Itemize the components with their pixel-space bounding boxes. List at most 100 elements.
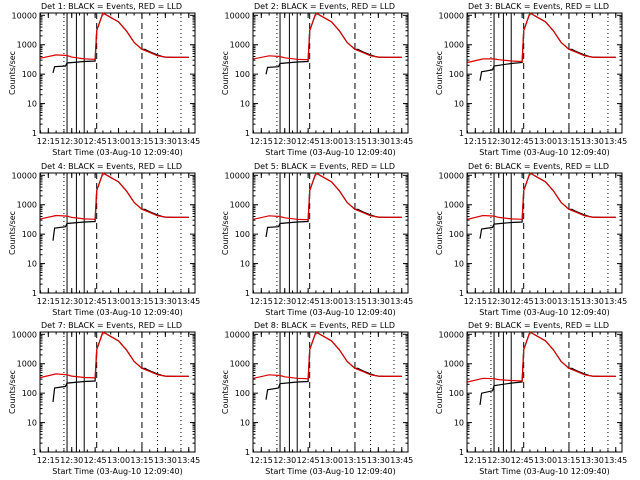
- x-axis-label: Start Time (03-Aug-10 12:09:40): [52, 308, 183, 317]
- panel-det-4: Det 4: BLACK = Events, RED = LLD 1 10 100 10…: [8, 162, 200, 317]
- y-tick-label: 100: [22, 70, 37, 79]
- plot-frame: [466, 172, 623, 294]
- x-tick-label: 13:00: [107, 297, 130, 306]
- y-tick-label: 10: [454, 260, 464, 269]
- panel-det-8: Det 8: BLACK = Events, RED = LLD 1 10 100 10…: [221, 321, 413, 476]
- y-tick-label: 100: [449, 230, 464, 239]
- x-tick-label: 13:00: [534, 137, 557, 146]
- panel-title: Det 5: BLACK = Events, RED = LLD: [254, 162, 395, 171]
- series-line-lld: [40, 331, 189, 379]
- x-tick-label: 13:30: [367, 297, 390, 306]
- x-tick-label: 12:45: [297, 297, 320, 306]
- y-tick-label: 10: [240, 100, 250, 109]
- plot-frame: [466, 331, 623, 453]
- y-axis-label: Counts/sec: [435, 51, 444, 95]
- x-tick-label: 12:30: [60, 297, 83, 306]
- series-line-events: [265, 172, 402, 238]
- x-tick-label: 12:15: [37, 137, 60, 146]
- y-tick-label: 1: [459, 129, 464, 138]
- y-axis-label: Counts/sec: [221, 370, 230, 414]
- y-tick-label: 1000: [444, 360, 464, 369]
- x-tick-label: 12:45: [84, 456, 107, 465]
- y-tick-label: 10: [454, 100, 464, 109]
- y-axis-label: Counts/sec: [435, 370, 444, 414]
- x-tick-label: 13:00: [534, 456, 557, 465]
- y-tick-label: 100: [235, 70, 250, 79]
- y-tick-label: 10: [27, 100, 37, 109]
- series-line-events: [52, 12, 189, 74]
- x-tick-label: 13:00: [534, 297, 557, 306]
- y-tick-label: 1: [459, 289, 464, 298]
- plot-frame: [252, 12, 409, 134]
- x-tick-label: 13:00: [320, 456, 343, 465]
- y-tick-label: 10000: [439, 330, 464, 339]
- y-tick-label: 1000: [444, 41, 464, 50]
- x-tick-label: 12:45: [297, 137, 320, 146]
- y-tick-label: 100: [235, 230, 250, 239]
- series-line-lld: [253, 12, 402, 61]
- x-tick-label: 12:45: [511, 297, 534, 306]
- y-axis-label: Counts/sec: [8, 51, 17, 95]
- panel-det-5: Det 5: BLACK = Events, RED = LLD 1 10 100 10…: [221, 162, 413, 317]
- x-tick-label: 12:45: [511, 456, 534, 465]
- y-tick-label: 10: [27, 419, 37, 428]
- x-tick-label: 12:15: [464, 456, 487, 465]
- y-tick-label: 10000: [225, 11, 250, 20]
- x-tick-label: 12:45: [297, 456, 320, 465]
- x-tick-label: 13:15: [343, 297, 366, 306]
- x-tick-label: 12:30: [273, 456, 296, 465]
- y-tick-label: 1000: [17, 41, 37, 50]
- y-tick-label: 10000: [12, 171, 37, 180]
- x-axis-label: Start Time (03-Aug-10 12:09:40): [479, 308, 610, 317]
- y-tick-label: 10: [240, 260, 250, 269]
- x-tick-label: 13:00: [107, 456, 130, 465]
- series-line-lld: [467, 331, 616, 383]
- y-tick-label: 1: [245, 129, 250, 138]
- y-tick-label: 10: [454, 419, 464, 428]
- y-tick-label: 10000: [12, 11, 37, 20]
- y-tick-label: 1: [245, 448, 250, 457]
- y-axis-label: Counts/sec: [435, 211, 444, 255]
- series-line-lld: [40, 172, 189, 220]
- x-axis-label: Start Time (03-Aug-10 12:09:40): [479, 148, 610, 157]
- y-tick-label: 1000: [230, 41, 250, 50]
- x-tick-label: 13:15: [557, 456, 580, 465]
- y-tick-label: 1000: [444, 201, 464, 210]
- y-tick-label: 10000: [225, 171, 250, 180]
- series-line-events: [52, 172, 189, 241]
- series-line-events: [265, 12, 402, 75]
- y-tick-label: 10: [27, 260, 37, 269]
- x-tick-label: 12:15: [464, 137, 487, 146]
- x-axis-label: Start Time (03-Aug-10 12:09:40): [265, 308, 396, 317]
- y-tick-label: 1: [32, 129, 37, 138]
- y-tick-label: 1: [459, 448, 464, 457]
- plot-frame: [466, 12, 623, 134]
- plot-frame: [252, 172, 409, 294]
- x-tick-label: 13:45: [390, 137, 413, 146]
- x-tick-label: 13:45: [604, 137, 627, 146]
- series-line-lld: [467, 12, 616, 64]
- panel-det-9: Det 9: BLACK = Events, RED = LLD 1 10 100 10…: [435, 321, 627, 476]
- x-tick-label: 13:30: [581, 297, 604, 306]
- y-tick-label: 10000: [439, 171, 464, 180]
- x-tick-label: 13:00: [320, 297, 343, 306]
- x-tick-label: 13:45: [390, 456, 413, 465]
- y-tick-label: 1000: [17, 201, 37, 210]
- panel-title: Det 1: BLACK = Events, RED = LLD: [41, 2, 182, 11]
- x-tick-label: 13:30: [154, 137, 177, 146]
- x-tick-label: 13:45: [177, 297, 200, 306]
- panel-det-2: Det 2: BLACK = Events, RED = LLD 1 10 100 10…: [221, 2, 413, 157]
- y-tick-label: 100: [235, 389, 250, 398]
- y-tick-label: 100: [449, 70, 464, 79]
- x-tick-label: 12:15: [464, 297, 487, 306]
- panel-det-3: Det 3: BLACK = Events, RED = LLD 1 10 100 10…: [435, 2, 627, 157]
- panel-title: Det 8: BLACK = Events, RED = LLD: [254, 321, 395, 330]
- y-tick-label: 1: [32, 448, 37, 457]
- x-tick-label: 13:45: [177, 456, 200, 465]
- series-line-lld: [253, 172, 402, 221]
- x-tick-label: 13:15: [343, 456, 366, 465]
- panel-title: Det 4: BLACK = Events, RED = LLD: [41, 162, 182, 171]
- x-tick-label: 12:15: [250, 456, 273, 465]
- x-axis-label: Start Time (03-Aug-10 12:09:40): [479, 467, 610, 476]
